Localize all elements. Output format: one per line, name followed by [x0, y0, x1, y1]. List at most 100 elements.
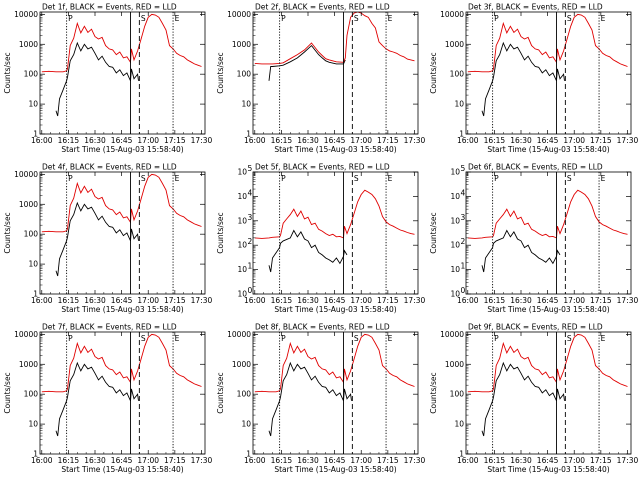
x-tick-label: 16:45 — [324, 136, 346, 145]
marker-label-S: S — [354, 334, 359, 343]
panel-title: Det 2f, BLACK = Events, RED = LLD — [255, 3, 390, 12]
panel-9: P S E Det 9f, BLACK = Events, RED = LLD 16:0… — [429, 323, 638, 475]
y-tick-label: 1000 — [445, 360, 464, 369]
x-axis-label: Start Time (15-Aug-03 15:58:40) — [487, 305, 609, 314]
panel-1: P S E Det 1f, BLACK = Events, RED = LLD 16:0… — [3, 3, 212, 155]
marker-label-S: S — [567, 174, 572, 183]
x-tick-label: 16:15 — [271, 456, 293, 465]
x-tick-label: 16:15 — [271, 136, 293, 145]
x-tick-label: 17:15 — [164, 456, 186, 465]
x-tick-label: 16:15 — [484, 136, 506, 145]
x-tick-label: 16:45 — [111, 456, 133, 465]
lld-series-line — [467, 189, 628, 239]
events-series-line — [481, 229, 561, 273]
x-tick-label: 17:30 — [404, 456, 426, 465]
panel-title: Det 9f, BLACK = Events, RED = LLD — [468, 323, 603, 332]
marker-label-E: E — [175, 14, 180, 23]
x-tick-label: 17:15 — [590, 136, 612, 145]
y-axis-label: Counts/sec — [3, 372, 12, 413]
y-tick-label: 10 — [237, 216, 247, 225]
panel-2: P S E Det 2f, BLACK = Events, RED = LLD 16:0… — [216, 3, 425, 155]
x-tick-label: 17:00 — [137, 456, 159, 465]
x-tick-label: 16:00 — [457, 136, 479, 145]
x-axis-label: Start Time (15-Aug-03 15:58:40) — [274, 305, 396, 314]
x-tick-label: 17:00 — [137, 296, 159, 305]
x-tick-label: 17:30 — [617, 456, 639, 465]
x-tick-label: 16:00 — [244, 456, 266, 465]
y-axis-label: Counts/sec — [216, 212, 225, 253]
lld-series-line — [41, 333, 202, 393]
y-tick-label: 1000 — [232, 360, 251, 369]
y-tick-label: 10000 — [440, 10, 464, 19]
y-tick-label: 1 — [33, 450, 38, 459]
x-tick-label: 17:00 — [137, 136, 159, 145]
y-tick-label: 100 — [450, 390, 465, 399]
x-tick-label: 16:00 — [244, 136, 266, 145]
x-tick-label: 16:45 — [537, 136, 559, 145]
plot-frame — [39, 331, 206, 455]
x-tick-label: 16:15 — [58, 136, 80, 145]
x-tick-label: 17:30 — [617, 296, 639, 305]
x-tick-label: 17:15 — [377, 296, 399, 305]
x-axis-label: Start Time (15-Aug-03 15:58:40) — [61, 145, 183, 154]
x-tick-label: 17:15 — [590, 456, 612, 465]
y-tick-label: 10000 — [14, 170, 38, 179]
marker-label-S: S — [354, 174, 359, 183]
y-tick-label: 10 — [450, 241, 460, 250]
marker-label-S: S — [141, 334, 146, 343]
x-axis-label: Start Time (15-Aug-03 15:58:40) — [61, 305, 183, 314]
plot-frame — [465, 11, 632, 135]
x-tick-label: 16:45 — [537, 296, 559, 305]
lld-series-line — [254, 12, 415, 65]
marker-label-E: E — [388, 334, 393, 343]
x-tick-label: 17:30 — [617, 136, 639, 145]
x-tick-label: 17:15 — [377, 456, 399, 465]
x-tick-label: 17:00 — [350, 136, 372, 145]
x-tick-label: 17:15 — [590, 296, 612, 305]
y-axis-label: Counts/sec — [429, 52, 438, 93]
y-tick-label: 1 — [246, 450, 251, 459]
y-tick-exponent: 4 — [461, 188, 466, 197]
x-tick-label: 16:15 — [58, 296, 80, 305]
x-tick-label: 17:00 — [350, 296, 372, 305]
plot-frame — [39, 171, 206, 295]
marker-label-E: E — [601, 174, 606, 183]
y-tick-label: 10000 — [227, 330, 251, 339]
x-tick-label: 17:00 — [563, 456, 585, 465]
panel-8: P S E Det 8f, BLACK = Events, RED = LLD 16:0… — [216, 323, 425, 475]
y-tick-label: 10 — [241, 100, 251, 109]
events-series-line — [481, 41, 565, 117]
marker-label-E: E — [175, 334, 180, 343]
events-series-line — [268, 44, 346, 81]
y-tick-label: 1 — [459, 450, 464, 459]
x-tick-label: 17:30 — [404, 136, 426, 145]
y-tick-label: 1 — [246, 130, 251, 139]
marker-label-P: P — [494, 14, 499, 23]
y-tick-label: 10 — [241, 420, 251, 429]
y-tick-exponent: 0 — [461, 286, 466, 295]
x-tick-label: 17:15 — [164, 136, 186, 145]
x-tick-label: 17:00 — [350, 456, 372, 465]
y-axis-label: Counts/sec — [3, 212, 12, 253]
y-tick-label: 10000 — [14, 10, 38, 19]
marker-label-E: E — [388, 174, 393, 183]
x-tick-label: 16:30 — [84, 296, 106, 305]
x-axis-label: Start Time (15-Aug-03 15:58:40) — [61, 465, 183, 474]
y-tick-label: 10 — [454, 420, 464, 429]
x-tick-label: 16:30 — [84, 456, 106, 465]
x-tick-label: 16:30 — [510, 296, 532, 305]
y-tick-label: 1000 — [445, 40, 464, 49]
x-tick-label: 17:30 — [191, 456, 213, 465]
x-axis-label: Start Time (15-Aug-03 15:58:40) — [487, 145, 609, 154]
plot-frame — [465, 331, 632, 455]
x-tick-label: 17:15 — [377, 136, 399, 145]
y-tick-label: 100 — [24, 70, 39, 79]
panel-title: Det 4f, BLACK = Events, RED = LLD — [42, 163, 177, 172]
plot-frame — [252, 11, 419, 135]
events-series-line — [268, 361, 352, 437]
y-tick-exponent: 2 — [248, 237, 253, 246]
x-tick-label: 16:15 — [271, 296, 293, 305]
panel-title: Det 1f, BLACK = Events, RED = LLD — [42, 3, 177, 12]
marker-label-P: P — [68, 14, 73, 23]
